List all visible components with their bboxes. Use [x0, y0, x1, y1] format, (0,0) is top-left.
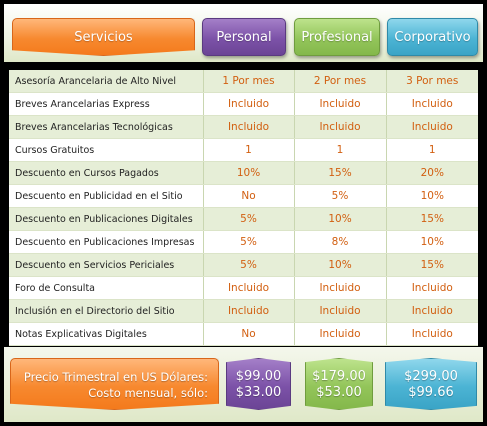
profesional-value: Incluido: [294, 115, 387, 139]
personal-value: Incluido: [203, 299, 295, 323]
personal-value: 10%: [203, 161, 295, 185]
profesional-value: 10%: [294, 253, 387, 277]
servicios-header: Servicios: [12, 18, 195, 56]
corporativo-value: Incluido: [386, 92, 478, 116]
profesional-value: Incluido: [294, 92, 387, 116]
price-personal-button[interactable]: $99.00 $33.00: [226, 358, 291, 410]
corporativo-value: 10%: [386, 230, 478, 254]
table-row: Asesoría Arancelaria de Alto Nivel 1 Por…: [9, 70, 478, 93]
quarterly-price-label: Precio Trimestral en US Dólares:: [23, 370, 208, 384]
plan-tab-corporativo[interactable]: Corporativo: [387, 18, 478, 56]
table-row: Cursos Gratuitos 1 1 1: [9, 138, 478, 162]
feature-name: Descuento en Publicaciones Impresas: [9, 230, 204, 254]
personal-value: Incluido: [203, 115, 295, 139]
table-row: Notas Explicativas Digitales No Incluido…: [9, 322, 478, 346]
profesional-value: 5%: [294, 184, 387, 208]
personal-value: 5%: [203, 230, 295, 254]
table-row: Descuento en Publicaciones Digitales 5% …: [9, 207, 478, 231]
quarterly-price: $299.00: [404, 369, 458, 384]
profesional-value: 15%: [294, 161, 387, 185]
pricing-label: Precio Trimestral en US Dólares: Costo m…: [10, 358, 219, 410]
feature-name: Descuento en Servicios Periciales: [9, 253, 204, 277]
table-row: Descuento en Servicios Periciales 5% 10%…: [9, 253, 478, 277]
corporativo-value: Incluido: [386, 299, 478, 323]
table-row: Breves Arancelarias Tecnológicas Incluid…: [9, 115, 478, 139]
corporativo-value: Incluido: [386, 115, 478, 139]
feature-name: Breves Arancelarias Express: [9, 92, 204, 116]
corporativo-value: Incluido: [386, 322, 478, 346]
feature-name: Cursos Gratuitos: [9, 138, 204, 162]
corporativo-value: 1: [386, 138, 478, 162]
corporativo-value: 20%: [386, 161, 478, 185]
corporativo-value: Incluido: [386, 276, 478, 300]
corporativo-value: 15%: [386, 253, 478, 277]
plan-tab-label: Profesional: [301, 29, 373, 45]
feature-name: Inclusión en el Directorio del Sitio: [9, 299, 204, 323]
corporativo-value: 3 Por mes: [386, 70, 478, 93]
feature-name: Breves Arancelarias Tecnológicas: [9, 115, 204, 139]
monthly-cost-label: Costo mensual, sólo:: [88, 386, 208, 400]
feature-name: Notas Explicativas Digitales: [9, 322, 204, 346]
table-row: Descuento en Publicaciones Impresas 5% 8…: [9, 230, 478, 254]
corporativo-value: 10%: [386, 184, 478, 208]
feature-name: Foro de Consulta: [9, 276, 204, 300]
table-row: Foro de Consulta Incluido Incluido Inclu…: [9, 276, 478, 300]
profesional-value: 1: [294, 138, 387, 162]
plan-tab-label: Corporativo: [394, 29, 471, 45]
price-profesional-button[interactable]: $179.00 $53.00: [305, 358, 373, 410]
corporativo-value: 15%: [386, 207, 478, 231]
personal-value: Incluido: [203, 92, 295, 116]
personal-value: 5%: [203, 207, 295, 231]
features-table: Asesoría Arancelaria de Alto Nivel 1 Por…: [9, 70, 478, 346]
price-corporativo-button[interactable]: $299.00 $99.66: [385, 358, 477, 410]
profesional-value: Incluido: [294, 276, 387, 300]
profesional-value: Incluido: [294, 322, 387, 346]
feature-name: Descuento en Cursos Pagados: [9, 161, 204, 185]
monthly-price: $33.00: [235, 385, 282, 400]
table-row: Inclusión en el Directorio del Sitio Inc…: [9, 299, 478, 323]
table-row: Descuento en Cursos Pagados 10% 15% 20%: [9, 161, 478, 185]
monthly-price: $99.66: [408, 385, 454, 400]
plan-tab-profesional[interactable]: Profesional: [294, 18, 380, 56]
personal-value: 5%: [203, 253, 295, 277]
profesional-value: 8%: [294, 230, 387, 254]
table-row: Breves Arancelarias Express Incluido Inc…: [9, 92, 478, 116]
profesional-value: Incluido: [294, 299, 387, 323]
quarterly-price: $179.00: [312, 369, 366, 384]
table-row: Descuento en Publicidad en el Sitio No 5…: [9, 184, 478, 208]
monthly-price: $53.00: [316, 385, 362, 400]
personal-value: No: [203, 322, 295, 346]
feature-name: Asesoría Arancelaria de Alto Nivel: [9, 70, 204, 93]
personal-value: No: [203, 184, 295, 208]
feature-name: Descuento en Publicidad en el Sitio: [9, 184, 204, 208]
plan-tab-label: Personal: [216, 29, 272, 45]
plan-tab-personal[interactable]: Personal: [202, 18, 286, 56]
profesional-value: 10%: [294, 207, 387, 231]
profesional-value: 2 Por mes: [294, 70, 387, 93]
personal-value: 1 Por mes: [203, 70, 295, 93]
personal-value: Incluido: [203, 276, 295, 300]
feature-name: Descuento en Publicaciones Digitales: [9, 207, 204, 231]
quarterly-price: $99.00: [235, 369, 282, 384]
servicios-label: Servicios: [74, 29, 133, 45]
personal-value: 1: [203, 138, 295, 162]
